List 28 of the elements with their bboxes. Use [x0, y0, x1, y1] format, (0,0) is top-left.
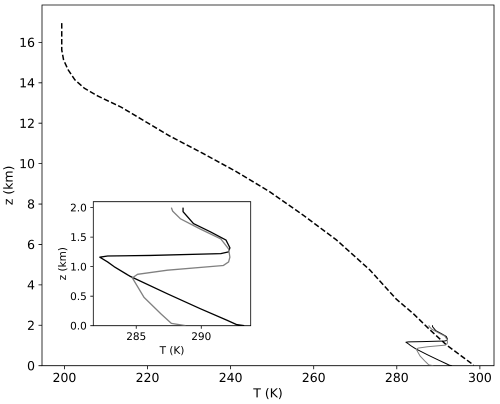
y-tick-label: 0 — [28, 360, 34, 370]
y-tick-label: 1.0 — [71, 262, 86, 271]
y-tick-label: 0.5 — [70, 292, 86, 300]
x-tick-label: 240 — [220, 372, 242, 382]
y-tick-label: 16 — [20, 38, 34, 48]
y-tick-label: 2 — [28, 320, 34, 330]
x-tick-label: 285 — [127, 332, 146, 340]
x-tick-label: 200 — [53, 372, 76, 382]
x-tick-label: 220 — [136, 372, 159, 382]
x-axis-title: T (K) — [160, 346, 184, 356]
x-axis-title: T (K) — [253, 388, 282, 400]
y-tick-label: 1.5 — [71, 233, 86, 242]
y-tick-label: 12 — [20, 118, 34, 128]
y-tick-label: 10 — [20, 158, 34, 168]
y-tick-label: 2.0 — [70, 204, 86, 212]
x-tick-label: 290 — [192, 332, 211, 340]
y-tick-label: 8 — [28, 199, 34, 209]
x-tick-label: 280 — [386, 372, 408, 382]
x-tick-label: 260 — [302, 372, 325, 382]
y-tick-label: 6 — [28, 240, 34, 250]
y-tick-label: 0.0 — [70, 322, 86, 330]
line-series — [416, 324, 448, 366]
x-tick-label: 300 — [468, 372, 491, 382]
y-tick-label: 14 — [20, 78, 34, 88]
y-tick-label: 4 — [28, 280, 34, 290]
y-axis-title: z (km) — [58, 248, 68, 280]
y-axis-title: z (km) — [3, 166, 14, 205]
line-series — [132, 206, 231, 326]
